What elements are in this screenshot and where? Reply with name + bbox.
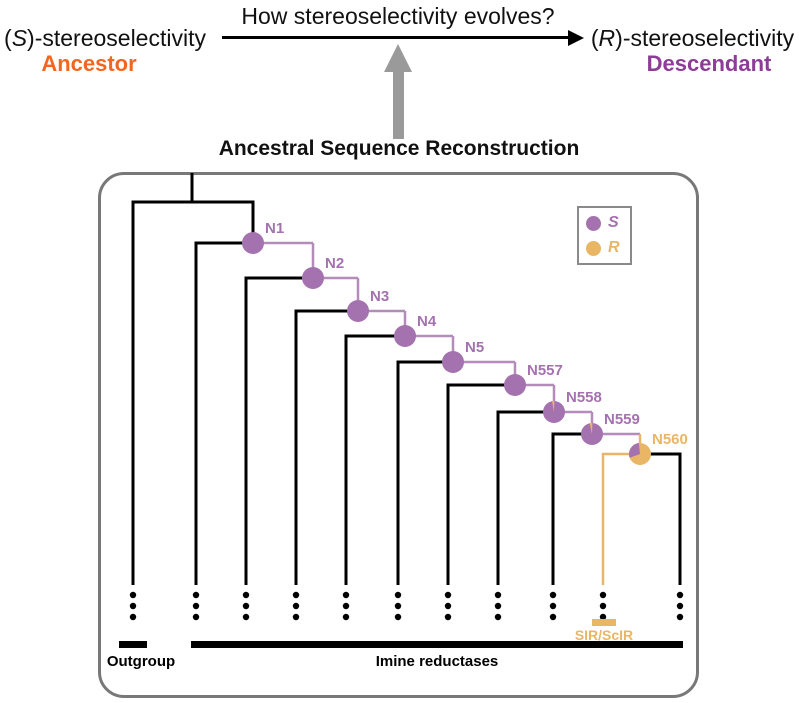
stereo-suffix: )-stereoselectivity: [27, 25, 206, 51]
paren: (: [4, 25, 12, 51]
leaf-ellipsis-dot: [342, 591, 350, 599]
leaf-ellipsis-dot: [494, 591, 502, 599]
stereo-letter-r: R: [598, 25, 616, 51]
legend-r-swatch-icon: [586, 240, 601, 256]
tree-node-label-N3: N3: [370, 288, 389, 305]
tree-node-label-N560: N560: [652, 431, 688, 448]
ancestor-label: Ancestor: [41, 51, 137, 76]
tree-node-N4: [394, 325, 416, 347]
legend-s-label: S: [608, 214, 619, 231]
r-stereoselectivity-label: (R)-stereoselectivity: [586, 25, 799, 52]
leaf-ellipsis-dot: [129, 602, 137, 610]
leaf-ellipsis-dot: [444, 591, 452, 599]
leaf-ellipsis-dot: [394, 613, 402, 621]
tree-node-label-N559: N559: [604, 411, 640, 428]
leaf-ellipsis-dot: [676, 613, 684, 621]
asr-title: Ancestral Sequence Reconstruction: [218, 137, 580, 160]
leaf-ellipsis-dot: [394, 591, 402, 599]
legend-r-label: R: [608, 239, 620, 256]
leaf-ellipsis-dot: [494, 602, 502, 610]
tree-node-wedge-N559: [589, 423, 593, 434]
leaf-ellipsis-dot: [342, 602, 350, 610]
leaf-ellipsis-dot: [192, 591, 200, 599]
tree-node-N2: [302, 267, 324, 289]
tree-node-wedge-N558: [552, 401, 555, 412]
evolution-arrow-head-icon: [568, 30, 584, 46]
tree-node-N557: [504, 374, 526, 396]
leaf-ellipsis-dot: [394, 602, 402, 610]
descendant-label: Descendant: [646, 51, 772, 76]
tree-node-label-N2: N2: [325, 255, 344, 272]
leaf-ellipsis-dot: [549, 591, 557, 599]
leaf-ellipsis-dot: [129, 613, 137, 621]
tree-node-N1: [242, 232, 264, 254]
leaf-ellipsis-dot: [444, 613, 452, 621]
group-bar-outgroup: [119, 641, 147, 648]
leaf-ellipsis-dot: [242, 591, 250, 599]
leaf-ellipsis-dot: [242, 602, 250, 610]
tree-node-N5: [442, 351, 464, 373]
evolution-arrow-line: [222, 36, 569, 39]
stereo-suffix: )-stereoselectivity: [615, 25, 795, 51]
stereo-letter-s: S: [11, 25, 28, 51]
group-label-sir-scir: SIR/ScIR: [575, 627, 633, 643]
leaf-ellipsis-dot: [292, 591, 300, 599]
paren: (: [590, 25, 599, 51]
leaf-ellipsis-dot: [444, 602, 452, 610]
leaf-ellipsis-dot: [242, 613, 250, 621]
leaf-ellipsis-dot: [292, 602, 300, 610]
header-question: How stereoselectivity evolves?: [241, 3, 555, 29]
group-bar-imine-reductases: [191, 641, 683, 648]
leaf-ellipsis-dot: [599, 591, 607, 599]
legend: S R: [577, 206, 632, 265]
tree-node-label-N557: N557: [527, 362, 563, 379]
tree-node-label-N4: N4: [417, 313, 437, 330]
leaf-ellipsis-dot: [676, 591, 684, 599]
legend-row-s: S: [586, 215, 630, 231]
leaf-ellipsis-dot: [192, 602, 200, 610]
asr-up-arrow-head-icon: [384, 44, 412, 72]
leaf-ellipsis-dot: [599, 602, 607, 610]
leaf-ellipsis-dot: [549, 602, 557, 610]
tree-node-label-N5: N5: [465, 339, 484, 356]
leaf-ellipsis-dot: [676, 602, 684, 610]
legend-s-swatch-icon: [586, 215, 601, 231]
s-stereoselectivity-label: (S)-stereoselectivity: [0, 25, 210, 52]
leaf-ellipsis-dot: [292, 613, 300, 621]
group-label-imine-reductases: Imine reductases: [376, 653, 499, 670]
tree-node-label-N1: N1: [265, 220, 284, 237]
tree-node-N3: [347, 300, 369, 322]
leaf-ellipsis-dot: [549, 613, 557, 621]
legend-row-r: R: [586, 240, 630, 256]
leaf-ellipsis-dot: [129, 591, 137, 599]
group-label-outgroup: Outgroup: [107, 653, 175, 670]
leaf-ellipsis-dot: [599, 613, 607, 621]
leaf-ellipsis-dot: [342, 613, 350, 621]
asr-up-arrow-shaft: [393, 70, 404, 139]
leaf-ellipsis-dot: [192, 613, 200, 621]
leaf-ellipsis-dot: [494, 613, 502, 621]
tree-node-label-N558: N558: [566, 389, 602, 406]
group-bar-sir-scir: [592, 619, 616, 626]
tree-node-wedge-N560: [628, 443, 640, 458]
